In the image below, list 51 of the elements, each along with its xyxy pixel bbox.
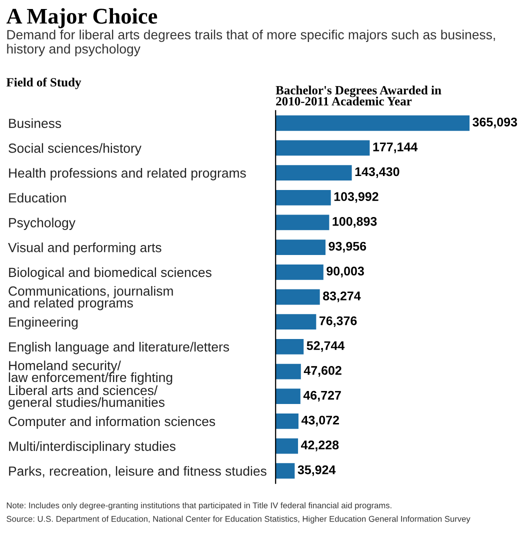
bar (276, 264, 324, 280)
bar (276, 438, 298, 454)
data-label: 42,228 (301, 440, 339, 452)
data-label: 90,003 (326, 266, 364, 278)
bar (276, 165, 352, 180)
text: Note: Includes only degree-granting institutions that participated in Title IV federal financial aid programs. (6, 502, 392, 510)
data-label: 52,744 (306, 341, 345, 352)
y-tick-label: Communications, journalism and related programs (8, 286, 173, 310)
bar (276, 338, 304, 354)
data-label: 100,893 (332, 216, 377, 228)
data-label: 93,956 (328, 242, 366, 252)
bar (276, 190, 331, 206)
bar (276, 314, 316, 330)
y-tick-label: Multi/interdisciplinary studies (9, 441, 176, 454)
data-label: 43,072 (301, 416, 339, 426)
y-tick-label: Biological and biomedical sciences (9, 267, 212, 280)
bar (276, 214, 330, 230)
chart-subtitle: Demand for liberal arts degrees trails that of more specific majors such as business, history and psychology (7, 30, 495, 56)
y-tick-label: Health professions and related programs (9, 168, 246, 180)
y-tick-label: Business (9, 118, 62, 128)
source-note: Source: U.S. Department of Education, National Center for Education Statistics, Higher Education General Information Survey (6, 516, 470, 524)
data-label: 35,924 (298, 465, 336, 476)
data-label: 177,144 (373, 142, 418, 154)
bar (276, 240, 326, 256)
bar (276, 140, 370, 156)
bar (276, 289, 320, 305)
y-tick-label: Parks, recreation, leisure and fitness studies (9, 466, 266, 478)
y-tick-label: Computer and information sciences (8, 416, 216, 429)
y-tick-label: English language and literature/letters (9, 342, 230, 354)
bar (276, 414, 298, 429)
bar (276, 388, 300, 404)
y-tick-label: Psychology (9, 218, 76, 230)
data-label: 103,992 (334, 192, 378, 203)
y-tick-label: Homeland security/ law enforcement/fire fighting (8, 360, 172, 385)
data-label: 47,602 (304, 366, 342, 377)
data-label: 83,274 (323, 292, 361, 302)
data-label: 143,430 (355, 167, 400, 178)
y-tick-label: Engineering (9, 317, 78, 330)
data-label: 46,727 (303, 390, 341, 402)
y-axis-title: Field of Study (6, 78, 82, 90)
y-tick-label: Liberal arts and sciences/ general studies/humanities (8, 385, 164, 410)
bar (276, 364, 301, 380)
y-tick-label: Visual and performing arts (8, 242, 162, 255)
y-tick-label: Social sciences/history (8, 143, 142, 156)
text: A Major Choice (6, 8, 158, 28)
data-label: 76,376 (319, 316, 357, 328)
y-tick-label: Education (9, 192, 66, 203)
x-axis-title: Bachelor's Degrees Awarded in 2010-2011 Academic Year (276, 86, 442, 106)
data-label: 365,093 (472, 118, 518, 128)
bar (276, 115, 470, 131)
bar (276, 463, 295, 479)
